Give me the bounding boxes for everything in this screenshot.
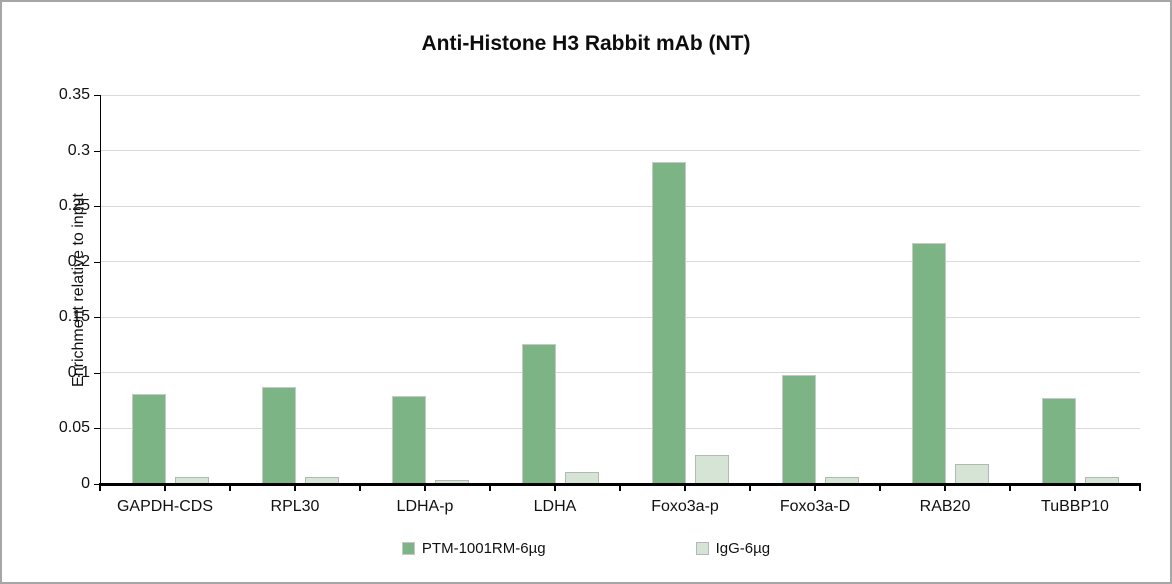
y-axis-tick-label: 0.3 bbox=[67, 141, 90, 159]
x-axis-tick bbox=[229, 485, 231, 491]
y-axis-tick-label: 0 bbox=[81, 475, 90, 492]
bar-rab20-series-2 bbox=[955, 464, 989, 484]
legend-swatch-lightgreen-icon bbox=[695, 542, 709, 555]
legend-entry-series-2: IgG-6µg bbox=[695, 540, 771, 557]
x-axis-tick bbox=[554, 485, 556, 491]
y-axis-tick-label: 0.2 bbox=[67, 252, 90, 270]
x-axis-line bbox=[99, 483, 1141, 486]
x-axis-label-gapdh-cds: GAPDH-CDS bbox=[116, 498, 213, 515]
x-axis-label-ldha: LDHA bbox=[533, 498, 577, 515]
x-axis-label-tubbp10: TuBBP10 bbox=[1041, 498, 1109, 515]
x-axis-tick bbox=[749, 485, 751, 491]
legend-label-series-1: PTM-1001RM-6µg bbox=[421, 540, 546, 557]
y-axis-tick bbox=[94, 206, 100, 208]
gridline bbox=[100, 205, 1140, 207]
x-axis-tick bbox=[164, 485, 166, 491]
gridline bbox=[100, 372, 1140, 374]
y-axis-tick-label: 0.35 bbox=[58, 86, 90, 103]
legend-entry-series-1: PTM-1001RM-6µg bbox=[401, 540, 546, 557]
y-axis-tick bbox=[94, 95, 100, 96]
legend-label-series-2: IgG-6µg bbox=[715, 540, 771, 557]
bar-foxo3a-d-series-1 bbox=[782, 375, 816, 484]
legend-swatch-green-icon bbox=[401, 542, 415, 555]
x-axis-tick bbox=[1074, 485, 1076, 491]
gridline bbox=[100, 316, 1140, 318]
x-axis-label-foxo3a-p: Foxo3a-p bbox=[651, 498, 719, 515]
plot-area bbox=[94, 94, 1141, 491]
y-axis-tick-label: 0.05 bbox=[58, 419, 90, 437]
y-axis-tick bbox=[94, 317, 100, 319]
x-axis-tick bbox=[814, 485, 816, 491]
x-axis-tick bbox=[944, 485, 946, 491]
y-axis-tick bbox=[94, 484, 100, 485]
legend: PTM-1001RM-6µg IgG-6µg bbox=[2, 540, 1170, 557]
x-axis-tick bbox=[359, 485, 361, 491]
bar-ldha-p-series-1 bbox=[392, 396, 426, 484]
x-axis-label-rab20: RAB20 bbox=[919, 498, 971, 515]
bar-rab20-series-1 bbox=[912, 243, 946, 484]
x-axis-tick bbox=[424, 485, 426, 491]
gridline bbox=[100, 94, 1140, 96]
bar-tubbp10-series-1 bbox=[1042, 398, 1076, 484]
x-axis-tick bbox=[1139, 485, 1141, 491]
bar-ldha-series-1 bbox=[522, 344, 556, 484]
y-axis-tick bbox=[94, 261, 100, 263]
bar-gapdh-cds-series-1 bbox=[132, 394, 166, 484]
x-axis-tick bbox=[619, 485, 621, 491]
y-axis-tick bbox=[94, 150, 100, 152]
x-axis-tick bbox=[1009, 485, 1011, 491]
y-axis-tick bbox=[94, 428, 100, 430]
x-axis-label-rpl30: RPL30 bbox=[270, 498, 320, 515]
chart-title: Anti-Histone H3 Rabbit mAb (NT) bbox=[421, 32, 751, 55]
gridline bbox=[100, 261, 1140, 263]
x-axis-tick bbox=[489, 485, 491, 491]
x-axis-tick bbox=[99, 485, 101, 491]
bar-rpl30-series-1 bbox=[262, 387, 296, 484]
x-axis-label-ldha-p: LDHA-p bbox=[396, 498, 454, 515]
bar-foxo3a-p-series-1 bbox=[652, 162, 686, 484]
x-axis-label-foxo3a-d: Foxo3a-D bbox=[779, 498, 851, 515]
bar-foxo3a-p-series-2 bbox=[695, 455, 729, 484]
y-axis-line bbox=[100, 95, 101, 484]
x-axis-tick bbox=[879, 485, 881, 491]
y-axis-tick-label: 0.15 bbox=[58, 308, 90, 326]
y-axis-tick-label: 0.25 bbox=[58, 197, 90, 215]
y-axis-tick-label: 0.1 bbox=[67, 363, 90, 381]
x-axis-tick bbox=[294, 485, 296, 491]
y-axis-tick bbox=[94, 372, 100, 374]
gridline bbox=[100, 150, 1140, 152]
gridline bbox=[100, 427, 1140, 429]
x-axis-tick bbox=[684, 485, 686, 491]
